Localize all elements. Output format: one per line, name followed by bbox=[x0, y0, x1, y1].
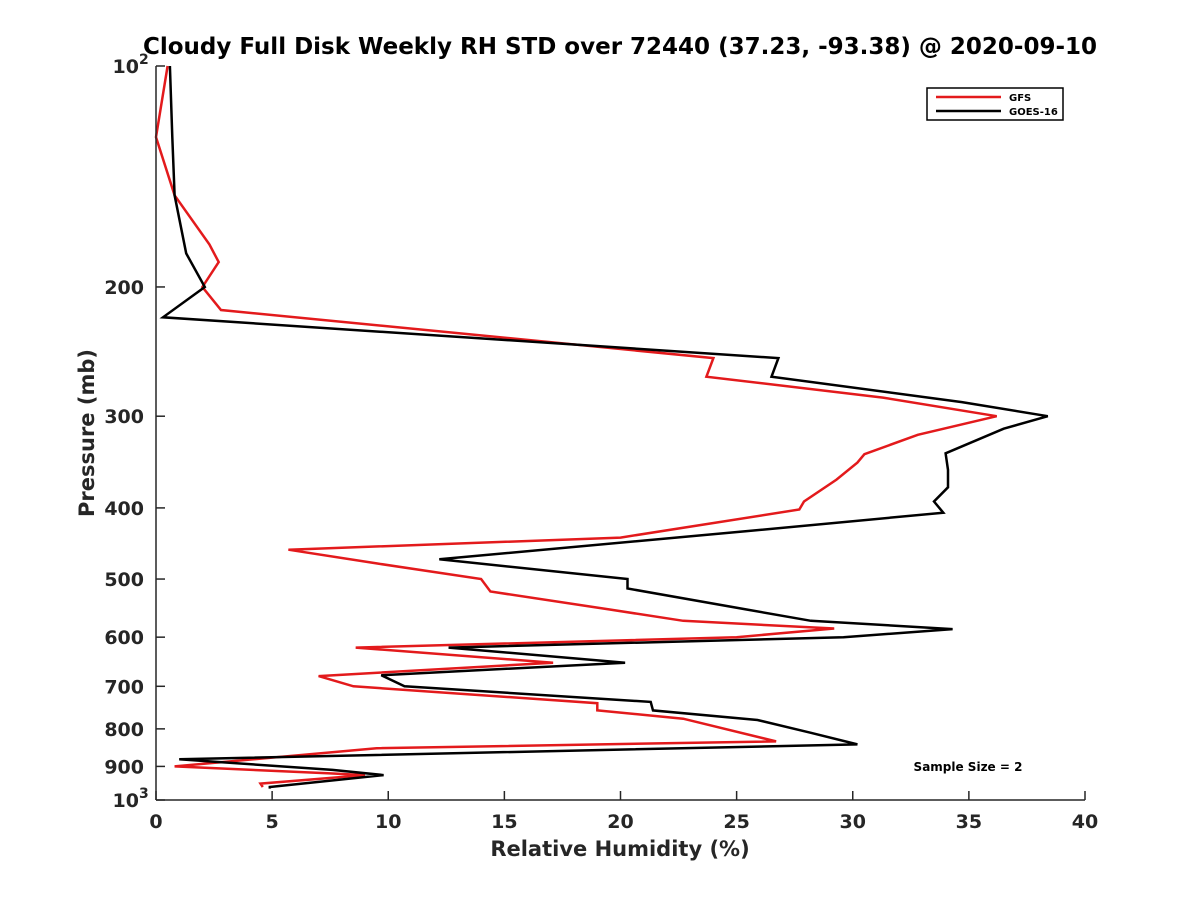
series-line-gfs bbox=[154, 65, 997, 788]
x-tick-label: 40 bbox=[1072, 811, 1098, 833]
legend: GFS GOES-16 bbox=[926, 87, 1064, 121]
x-tick-label: 0 bbox=[149, 811, 162, 833]
y-tick-label: 700 bbox=[104, 676, 144, 698]
y-tick-exponent: 2 bbox=[139, 52, 149, 68]
series-line-goes16 bbox=[159, 65, 1049, 789]
x-axis-label: Relative Humidity (%) bbox=[490, 837, 749, 861]
y-tick-label: 900 bbox=[104, 756, 144, 778]
y-tick-label: 300 bbox=[104, 406, 144, 428]
y-tick-label: 800 bbox=[104, 719, 144, 741]
x-tick-label: 30 bbox=[840, 811, 866, 833]
x-tick-label: 15 bbox=[491, 811, 517, 833]
y-tick-label: 10 bbox=[113, 790, 139, 812]
legend-label-gfs: GFS bbox=[1009, 93, 1031, 104]
plot-area bbox=[154, 65, 1049, 789]
y-tick-label: 200 bbox=[104, 277, 144, 299]
y-tick-exponent: 3 bbox=[139, 786, 149, 802]
x-tick-label: 25 bbox=[723, 811, 749, 833]
y-tick-label: 10 bbox=[113, 56, 139, 78]
legend-label-goes16: GOES-16 bbox=[1009, 107, 1058, 118]
x-axis: 0 5 10 15 20 25 30 35 40 bbox=[149, 791, 1098, 833]
x-tick-label: 35 bbox=[956, 811, 982, 833]
y-tick-label: 500 bbox=[104, 569, 144, 591]
legend-box bbox=[926, 87, 1064, 121]
y-axis-label: Pressure (mb) bbox=[75, 349, 99, 517]
y-tick-label: 400 bbox=[104, 498, 144, 520]
sample-size-annotation: Sample Size = 2 bbox=[914, 760, 1023, 774]
chart-title: Cloudy Full Disk Weekly RH STD over 7244… bbox=[143, 34, 1097, 60]
x-tick-label: 20 bbox=[607, 811, 633, 833]
x-tick-label: 10 bbox=[375, 811, 401, 833]
x-tick-label: 5 bbox=[266, 811, 279, 833]
y-tick-label: 600 bbox=[104, 627, 144, 649]
